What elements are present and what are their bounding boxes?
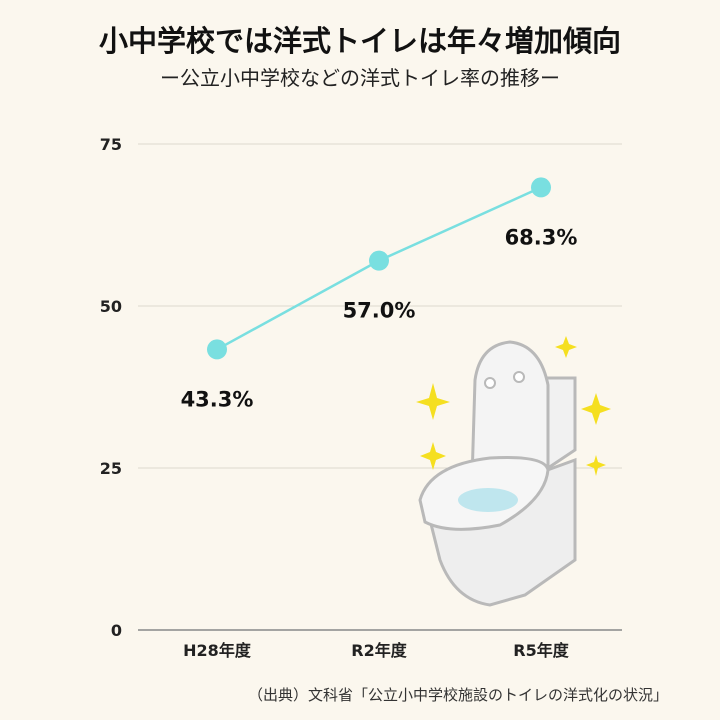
- data-point: [531, 177, 551, 198]
- sparkle-icons: [416, 336, 611, 476]
- x-tick-label: R2年度: [351, 641, 407, 660]
- chart-title: 小中学校では洋式トイレは年々増加傾向: [98, 24, 621, 58]
- toilet-illustration: [416, 336, 611, 607]
- y-tick-label: 0: [111, 621, 122, 640]
- chart-subtitle: ー公立小中学校などの洋式トイレ率の推移ー: [160, 66, 560, 90]
- y-tick-label: 25: [100, 459, 122, 478]
- data-label: 43.3%: [181, 387, 254, 411]
- data-label: 57.0%: [343, 299, 416, 323]
- data-label: 68.3%: [505, 225, 578, 249]
- y-tick-label: 50: [100, 297, 122, 316]
- x-tick-label: R5年度: [513, 641, 569, 660]
- x-tick-label: H28年度: [183, 641, 252, 660]
- source-note: （出典）文科省「公立小中学校施設のトイレの洋式化の状況」: [247, 686, 668, 704]
- data-point: [369, 250, 389, 271]
- y-tick-label: 75: [100, 135, 122, 154]
- data-point: [207, 339, 227, 360]
